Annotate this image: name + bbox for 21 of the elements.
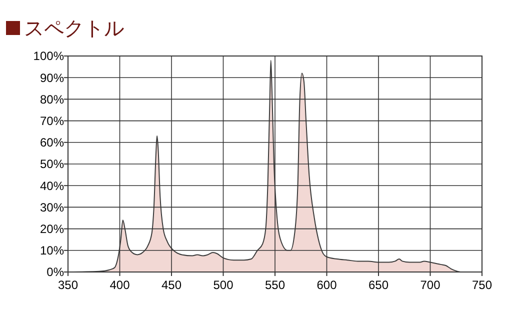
y-tick-label: 40% — [40, 178, 64, 193]
y-tick-label: 100% — [33, 49, 64, 64]
x-tick-label: 550 — [264, 278, 286, 292]
x-tick-label: 500 — [213, 278, 234, 292]
y-tick-label: 60% — [40, 136, 64, 150]
y-tick-label: 70% — [40, 114, 64, 128]
x-tick-label: 700 — [420, 278, 441, 292]
x-tick-label: 450 — [161, 278, 182, 292]
y-tick-label: 80% — [40, 92, 64, 106]
x-tick-label: 600 — [316, 278, 338, 292]
x-tick-label: 400 — [110, 278, 130, 292]
y-tick-label: 50% — [40, 157, 64, 172]
y-tick-label: 30% — [40, 200, 64, 214]
chart-title: スペクトル — [24, 18, 124, 40]
y-tick-label: 20% — [40, 222, 64, 236]
y-tick-label: 0% — [46, 265, 64, 280]
y-tick-label: 90% — [40, 70, 64, 85]
x-tick-label: 350 — [58, 278, 78, 292]
x-tick-label: 650 — [368, 278, 389, 292]
y-tick-label: 10% — [40, 244, 64, 258]
x-tick-label: 750 — [472, 278, 492, 292]
